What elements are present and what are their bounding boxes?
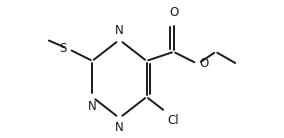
Text: Cl: Cl (168, 114, 179, 127)
Text: N: N (115, 121, 124, 134)
Text: N: N (88, 100, 97, 113)
Text: N: N (115, 24, 124, 37)
Text: S: S (59, 42, 67, 55)
Text: O: O (199, 57, 208, 70)
Text: O: O (169, 6, 178, 19)
